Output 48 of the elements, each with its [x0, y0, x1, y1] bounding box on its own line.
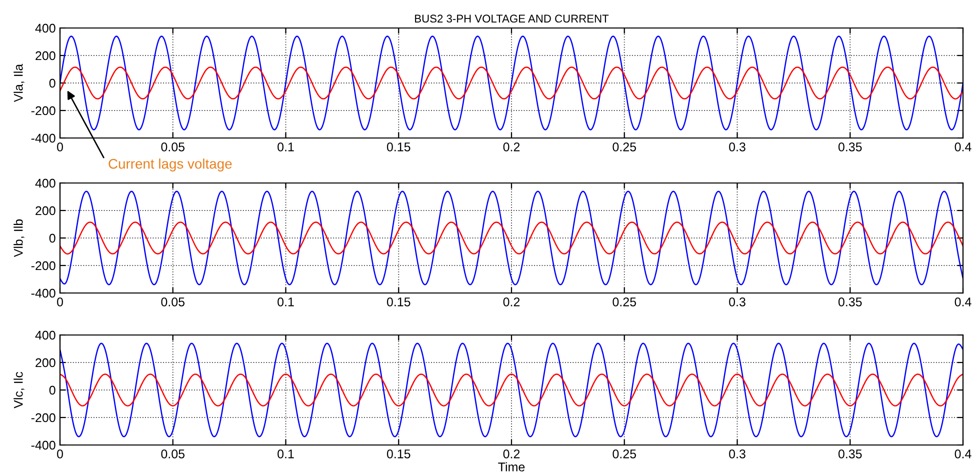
y-tick-label: 400	[35, 24, 56, 33]
x-tick-label: 0	[57, 142, 63, 152]
y-tick-label: 200	[36, 51, 56, 60]
y-tick-label: 400	[35, 178, 56, 188]
y-tick-label: 200	[36, 358, 56, 368]
x-tick-label: 0.15	[386, 449, 410, 458]
x-tick-label: 0.1	[278, 142, 294, 152]
chart-title: BUS2 3-PH VOLTAGE AND CURRENT	[415, 14, 609, 23]
x-tick-label: 0.2	[503, 449, 520, 458]
y-tick-label: -400	[31, 288, 56, 298]
x-tick-label: 0.15	[386, 297, 410, 306]
x-tick-label: 0	[57, 297, 63, 306]
x-tick-label: 0.3	[729, 449, 746, 458]
x-tick-label: 0.2	[503, 142, 520, 152]
x-tick-label: 0.1	[278, 449, 294, 458]
y-tick-label: 200	[36, 206, 56, 216]
x-tick-label: 0	[57, 449, 63, 458]
x-tick-label: 0.2	[503, 297, 520, 306]
x-tick-label: 0.25	[612, 297, 636, 306]
text: Current lags voltage	[108, 158, 232, 172]
x-tick-label: 0.25	[612, 142, 636, 152]
x-tick-label: 0.05	[161, 297, 185, 306]
y-tick-label: 400	[35, 330, 56, 340]
x-tick-label: 0.25	[612, 449, 636, 458]
x-tick-label: 0.1	[278, 297, 294, 306]
y-axis-title: Vlb, Ilb	[14, 219, 24, 258]
y-tick-label: 0	[49, 386, 56, 395]
y-tick-label: 0	[49, 78, 56, 88]
y-tick-label: -200	[31, 261, 56, 270]
y-tick-label: 0	[49, 234, 56, 243]
y-axis-title: Vlc, Ilc	[14, 372, 24, 408]
x-tick-label: 0.35	[838, 297, 862, 306]
y-tick-label: -200	[31, 413, 56, 422]
x-tick-label: 0.15	[386, 142, 410, 152]
x-axis-title: Time	[498, 462, 525, 472]
y-axis-title: Vla, Ila	[14, 64, 24, 102]
x-tick-label: 0.35	[838, 449, 862, 458]
y-tick-label: -400	[31, 134, 56, 143]
x-tick-label: 0.3	[729, 297, 746, 306]
x-tick-label: 0.05	[161, 449, 185, 458]
x-tick-label: 0.4	[954, 142, 972, 152]
x-tick-label: 0.05	[161, 142, 185, 152]
x-tick-label: 0.3	[729, 142, 746, 152]
x-tick-label: 0.4	[954, 297, 972, 306]
y-tick-label: -200	[31, 106, 56, 116]
x-tick-label: 0.4	[954, 449, 972, 458]
x-tick-label: 0.35	[838, 142, 862, 152]
y-tick-label: -400	[31, 440, 56, 450]
